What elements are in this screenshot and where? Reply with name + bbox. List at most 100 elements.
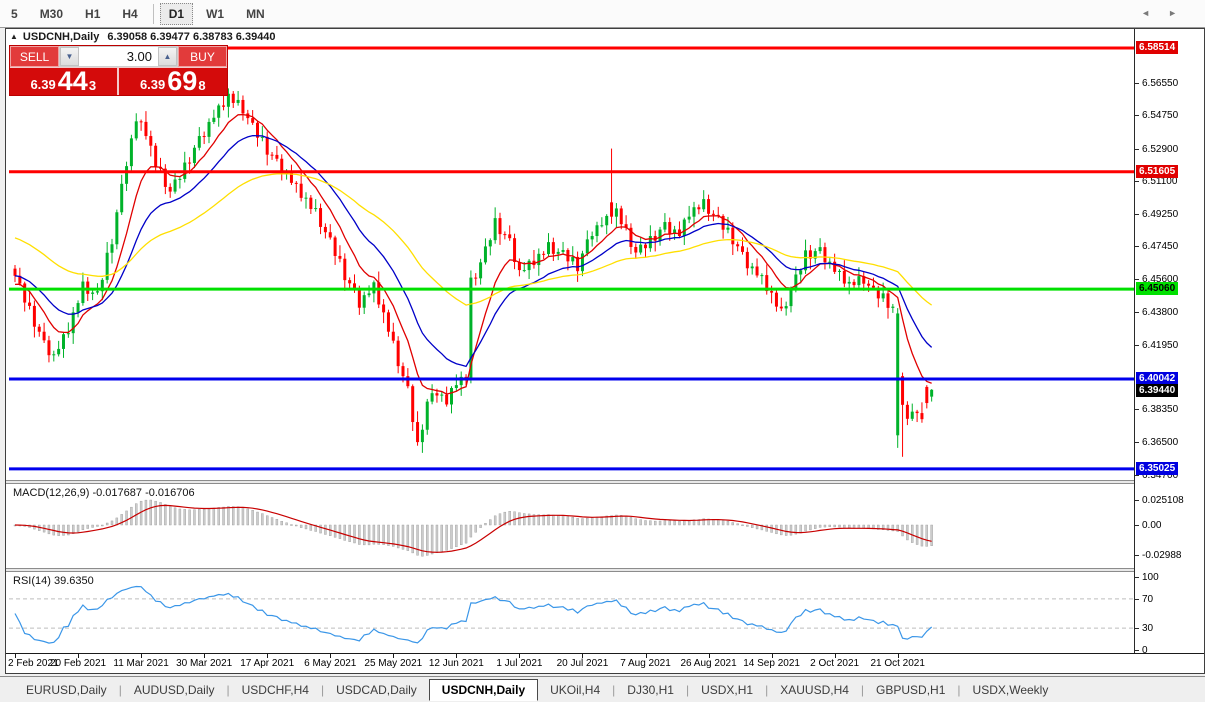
- macd-axis-tick: [1135, 554, 1139, 556]
- date-axis-tick: [708, 654, 710, 658]
- panel-separator[interactable]: [6, 480, 1204, 484]
- price-axis-tick-label: 6.52900: [1142, 143, 1179, 155]
- date-axis-tick: [393, 654, 395, 658]
- buy-price-display[interactable]: 6.39 69 8: [119, 68, 228, 95]
- price-level-badge: 6.51605: [1136, 164, 1179, 178]
- price-axis-tick: [1135, 213, 1139, 215]
- price-axis-tick-label: 6.38350: [1142, 404, 1179, 416]
- price-level-badge: 6.45060: [1136, 282, 1179, 296]
- timeframe-button-d1[interactable]: D1: [159, 2, 194, 25]
- price-level-badge: 6.40042: [1136, 371, 1179, 385]
- price-axis-tick-label: 6.34700: [1142, 469, 1179, 481]
- price-level-badge: 6.35025: [1136, 461, 1179, 475]
- date-axis-tick: [141, 654, 143, 658]
- timeframe-button-h1[interactable]: H1: [85, 6, 101, 21]
- tab-usdx-weekly[interactable]: USDX,Weekly: [972, 682, 1049, 697]
- price-axis-tick: [1135, 115, 1139, 117]
- tab-usdcnh-daily[interactable]: USDCNH,Daily: [428, 678, 539, 701]
- price-axis-tick-label: 6.43800: [1142, 306, 1179, 318]
- date-axis-label: 20 Feb 2021: [49, 658, 107, 669]
- rsi-axis-tick: [1135, 577, 1139, 578]
- tab-eurusd-daily[interactable]: EURUSD,Daily: [26, 682, 107, 697]
- date-axis-label: 17 Apr 2021: [240, 658, 295, 669]
- volume-decrease-button[interactable]: ▼: [60, 47, 79, 66]
- date-axis-tick: [204, 654, 206, 658]
- date-axis-label: 12 Jun 2021: [428, 658, 484, 669]
- timeframe-button-m30[interactable]: M30: [39, 6, 64, 21]
- price-axis-tick-label: 6.54750: [1142, 110, 1179, 122]
- date-axis-tick: [267, 654, 269, 658]
- tab-usdx-h1[interactable]: USDX,H1: [701, 682, 754, 697]
- chart-window: ▲ USDCNH,Daily 6.39058 6.39477 6.38783 6.3…: [5, 28, 1205, 674]
- macd-axis-tick: [1135, 499, 1139, 501]
- price-axis-tick-label: 6.47450: [1142, 241, 1179, 253]
- panel-separator[interactable]: [6, 568, 1204, 572]
- rsi-axis-tick-label: 100: [1142, 572, 1159, 583]
- sell-button[interactable]: SELL: [10, 46, 59, 67]
- volume-increase-button[interactable]: ▲: [158, 47, 177, 66]
- tab-scroll-arrows[interactable]: ◄►: [1141, 8, 1195, 18]
- price-axis-tick: [1135, 279, 1139, 281]
- tab-dj30-h1[interactable]: DJ30,H1: [627, 682, 674, 697]
- date-axis-tick: [15, 654, 16, 658]
- price-axis-tick: [1135, 409, 1139, 411]
- toolbar-separator: [152, 3, 154, 24]
- timeframe-button-5[interactable]: 5: [11, 6, 18, 21]
- sell-price-pips: 44: [57, 66, 88, 96]
- date-axis-tick: [645, 654, 647, 658]
- rsi-axis-tick-label: 70: [1142, 593, 1154, 605]
- tab-separator: |: [118, 682, 122, 697]
- tab-separator: |: [320, 682, 325, 697]
- one-click-trade-panel: SELL ▼ 3.00 ▲ BUY 6.39 44 3 6.39 69 8: [9, 45, 228, 96]
- tab-usdchf-h4[interactable]: USDCHF,H4: [241, 682, 309, 697]
- price-axis-tick: [1135, 474, 1139, 476]
- tab-xauusd-h4[interactable]: XAUUSD,H4: [780, 682, 849, 697]
- chart-tab-bar: EURUSD,Daily | AUDUSD,Daily | USDCHF,H4 | USDC…: [0, 676, 1205, 702]
- price-axis-tick-label: 6.56550: [1142, 78, 1179, 90]
- price-axis-tick-label: 6.36500: [1142, 437, 1179, 449]
- buy-button[interactable]: BUY: [178, 46, 227, 67]
- price-axis-tick-label: 6.41950: [1142, 339, 1179, 351]
- price-axis-tick-label: 6.49250: [1142, 208, 1179, 220]
- date-axis-tick: [78, 654, 80, 658]
- date-axis-label: 7 Aug 2021: [620, 658, 671, 669]
- date-axis-label: 14 Sep 2021: [743, 658, 800, 669]
- price-axis-tick-label: 6.45600: [1142, 274, 1179, 286]
- macd-axis-tick-label: 0.025108: [1142, 494, 1184, 506]
- rsi-axis-tick-label: 30: [1142, 623, 1154, 635]
- volume-input[interactable]: 3.00: [79, 47, 158, 66]
- tab-separator: |: [957, 682, 961, 697]
- sell-price-handle: 6.39: [30, 77, 56, 92]
- price-axis-tick-label: 6.51100: [1142, 175, 1178, 187]
- date-axis-tick: [834, 654, 836, 658]
- collapse-icon[interactable]: ▲: [10, 32, 18, 41]
- price-axis-tick: [1135, 83, 1139, 85]
- price-axis-tick: [1135, 311, 1139, 313]
- chart-symbol-label: USDCNH,Daily: [22, 31, 100, 43]
- macd-axis-tick-label: 0.00: [1142, 520, 1162, 531]
- date-axis-label: 2 Oct 2021: [810, 658, 860, 669]
- timeframe-button-w1[interactable]: W1: [206, 6, 225, 21]
- tab-separator: |: [612, 682, 616, 697]
- price-level-badge: 6.58514: [1136, 40, 1179, 54]
- tab-separator: |: [765, 682, 769, 697]
- tab-ukoil-h4[interactable]: UKOil,H4: [550, 682, 601, 697]
- macd-plot: [13, 499, 933, 557]
- rsi-axis-tick: [1135, 628, 1139, 630]
- tab-audusd-daily[interactable]: AUDUSD,Daily: [133, 682, 215, 697]
- macd-axis-tick: [1135, 525, 1139, 526]
- date-axis-tick: [519, 654, 521, 658]
- sell-price-display[interactable]: 6.39 44 3: [10, 68, 119, 95]
- timeframe-button-h4[interactable]: H4: [122, 6, 138, 21]
- price-axis-tick: [1135, 442, 1139, 444]
- timeframe-toolbar: 5 M30 H1 H4 D1 W1 MN: [0, 0, 1205, 28]
- tab-gbpusd-h1[interactable]: GBPUSD,H1: [876, 682, 946, 697]
- tab-usdcad-daily[interactable]: USDCAD,Daily: [336, 682, 417, 697]
- date-axis-tick: [582, 654, 584, 658]
- tab-separator: |: [685, 682, 690, 697]
- timeframe-button-mn[interactable]: MN: [246, 6, 265, 21]
- rsi-axis-tick-label: 0: [1142, 645, 1148, 656]
- price-axis-tick: [1135, 246, 1139, 248]
- date-axis-label: 11 Mar 2021: [113, 658, 169, 669]
